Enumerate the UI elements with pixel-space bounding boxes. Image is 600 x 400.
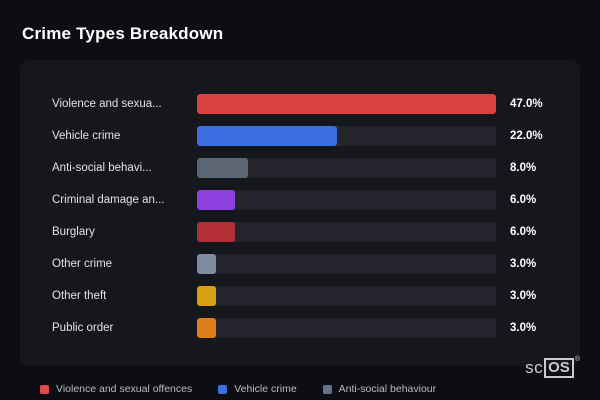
legend-label: Anti-social behaviour [338, 383, 437, 395]
bar-rows: Violence and sexua... 47.0% Vehicle crim… [52, 94, 548, 338]
bar-row: Burglary 6.0% [52, 222, 548, 242]
registered-mark: ® [574, 356, 580, 363]
bar[interactable] [197, 318, 217, 338]
category-label: Burglary [52, 226, 95, 238]
category-label: Vehicle crime [52, 130, 121, 142]
value-label: 3.0% [510, 322, 537, 334]
bar-row: Criminal damage an... 6.0% [52, 190, 548, 210]
category-label: Criminal damage an... [52, 194, 165, 206]
category-label: Violence and sexua... [52, 98, 162, 110]
legend-item[interactable]: Anti-social behaviour [322, 383, 437, 395]
legend-swatch-icon [40, 384, 49, 394]
bar-track [197, 254, 496, 274]
value-label: 22.0% [510, 130, 543, 142]
brand-logo-text: sc [525, 358, 544, 377]
category-label: Anti-social behavi... [52, 162, 152, 174]
value-label: 6.0% [510, 194, 537, 206]
value-label: 47.0% [510, 98, 543, 110]
page-title: Crime Types Breakdown [22, 24, 224, 43]
legend-swatch-icon [218, 384, 228, 394]
bar-row: Public order 3.0% [52, 318, 548, 338]
bar-track [197, 222, 496, 242]
bar[interactable] [197, 286, 217, 306]
bar-track [197, 126, 496, 146]
value-label: 8.0% [510, 162, 537, 174]
legend-item[interactable]: Vehicle crime [218, 383, 297, 395]
bar[interactable] [197, 254, 217, 274]
bar-row: Other crime 3.0% [52, 254, 548, 274]
legend-label: Vehicle crime [234, 383, 297, 395]
bar[interactable] [197, 126, 337, 146]
bar-track [197, 318, 496, 338]
bar[interactable] [197, 94, 496, 114]
category-label: Public order [52, 322, 114, 334]
bar[interactable] [197, 190, 236, 210]
legend-label: Violence and sexual offences [56, 383, 193, 395]
bar-track [197, 158, 496, 178]
bar-track [197, 190, 496, 210]
bar-row: Anti-social behavi... 8.0% [52, 158, 548, 178]
category-label: Other theft [52, 290, 107, 302]
value-label: 6.0% [510, 226, 537, 238]
bar-row: Other theft 3.0% [52, 286, 548, 306]
bar[interactable] [197, 158, 248, 178]
legend-item[interactable]: Violence and sexual offences [40, 383, 192, 395]
chart-panel: Violence and sexua... 47.0% Vehicle crim… [20, 60, 580, 366]
bar-track [197, 94, 496, 114]
chart-legend: Violence and sexual offences Vehicle cri… [40, 383, 436, 395]
bar-row: Violence and sexua... 47.0% [52, 94, 548, 114]
bar-track [197, 286, 496, 306]
bar-row: Vehicle crime 22.0% [52, 126, 548, 146]
legend-swatch-icon [322, 384, 332, 394]
category-label: Other crime [52, 258, 113, 270]
value-label: 3.0% [510, 290, 537, 302]
brand-logo-box: OS [544, 358, 574, 378]
bar[interactable] [197, 222, 236, 242]
value-label: 3.0% [510, 258, 537, 270]
brand-logo: sc OS ® [525, 356, 580, 378]
